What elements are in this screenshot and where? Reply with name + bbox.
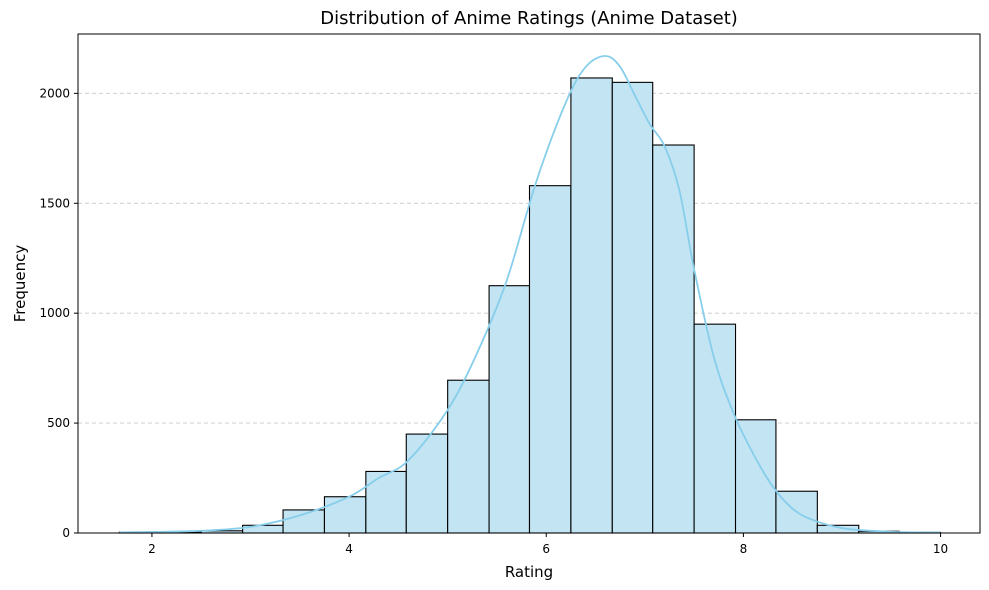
y-tick-label: 1000 bbox=[39, 306, 70, 320]
histogram-bar bbox=[405, 433, 449, 534]
y-tick-label: 1500 bbox=[39, 196, 70, 210]
histogram-bar bbox=[570, 77, 613, 534]
histogram-bar bbox=[488, 285, 531, 534]
y-tick-label: 2000 bbox=[39, 86, 70, 100]
x-axis-label: Rating bbox=[505, 563, 553, 581]
y-tick-label: 500 bbox=[47, 416, 70, 430]
x-tick-label: 2 bbox=[148, 542, 156, 556]
x-tick-label: 8 bbox=[740, 542, 748, 556]
x-axis-ticks: 2 4 6 8 10 bbox=[148, 533, 948, 556]
x-tick-label: 4 bbox=[345, 542, 353, 556]
y-axis-label: Frequency bbox=[11, 245, 29, 323]
histogram-bar bbox=[365, 470, 407, 534]
x-tick-label: 10 bbox=[933, 542, 948, 556]
y-axis-ticks: 0 500 1000 1500 2000 bbox=[39, 86, 78, 540]
histogram-bar bbox=[528, 185, 572, 534]
x-tick-label: 6 bbox=[542, 542, 550, 556]
histogram-bar bbox=[734, 419, 777, 534]
histogram-bar bbox=[611, 81, 654, 534]
histogram-bars bbox=[118, 77, 942, 534]
histogram-bar bbox=[323, 496, 367, 534]
kde-curve bbox=[119, 55, 941, 534]
chart-title: Distribution of Anime Ratings (Anime Dat… bbox=[320, 8, 738, 29]
histogram-bar bbox=[652, 144, 695, 534]
y-tick-label: 0 bbox=[62, 526, 70, 540]
plot-frame bbox=[77, 33, 981, 534]
histogram-bar bbox=[447, 379, 490, 534]
histogram-bar bbox=[693, 323, 737, 534]
